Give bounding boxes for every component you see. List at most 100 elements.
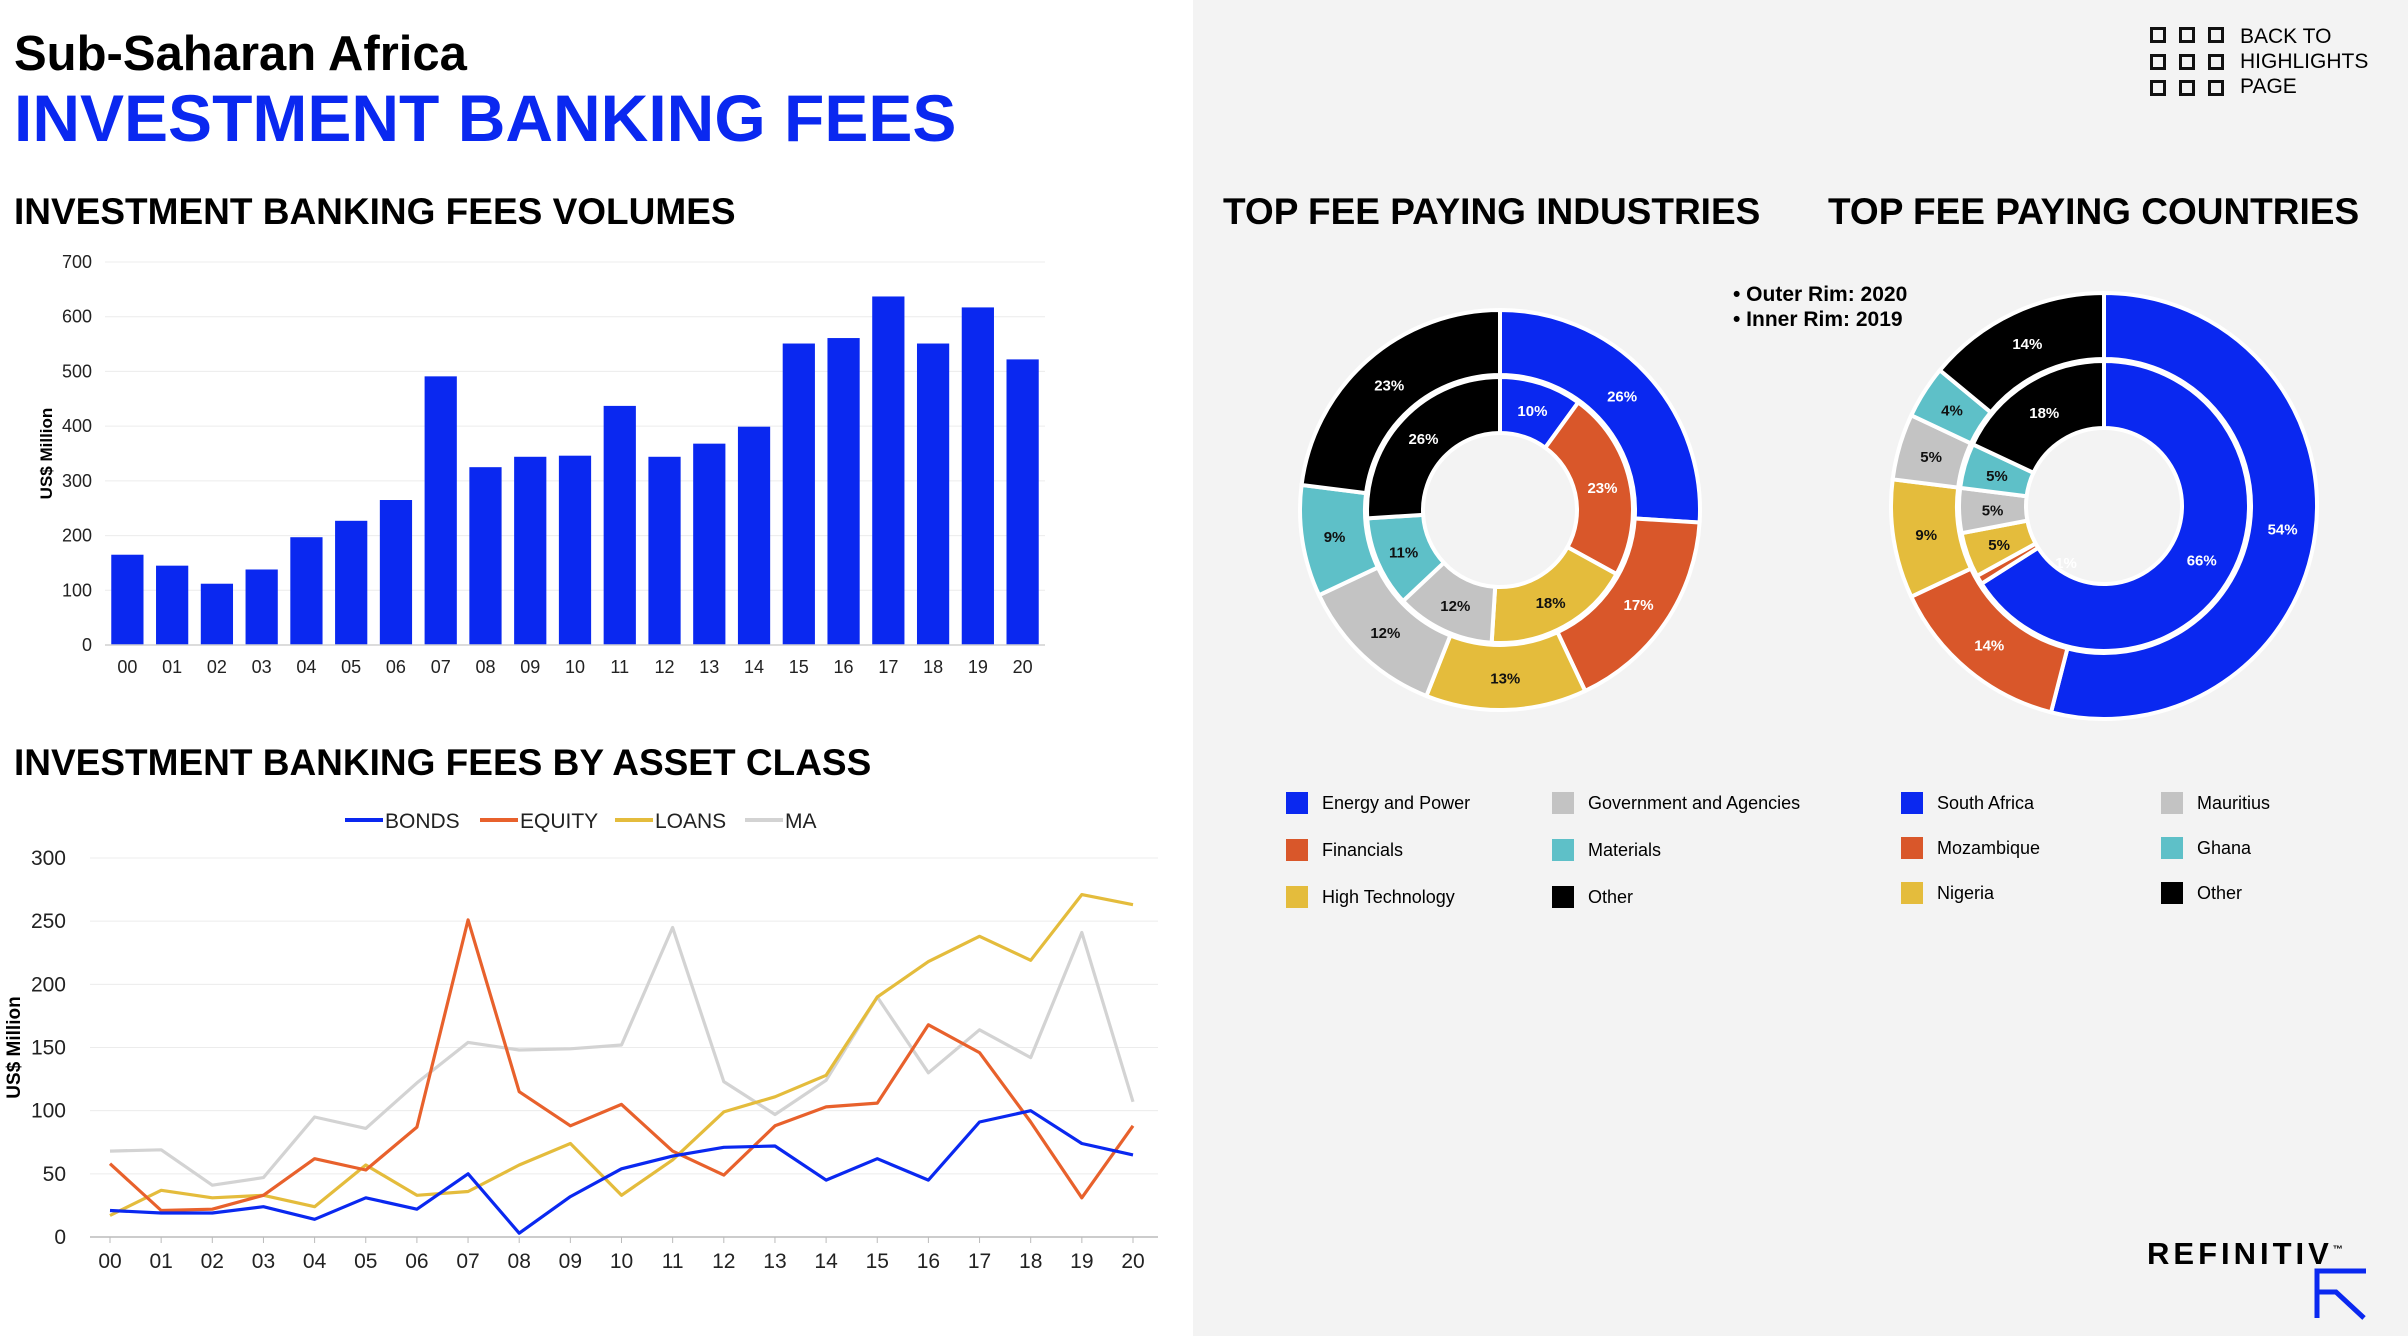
y-tick-label: 0 — [82, 635, 92, 655]
slice-label: 18% — [2029, 405, 2059, 422]
y-tick-label: 300 — [31, 847, 66, 870]
legend-item: South Africa — [1901, 792, 2034, 814]
legend-item: Materials — [1552, 839, 1661, 861]
asset-class-section-title: INVESTMENT BANKING FEES BY ASSET CLASS — [14, 742, 872, 783]
legend-label: South Africa — [1937, 792, 2035, 813]
bar — [916, 343, 950, 645]
legend-item: Ghana — [2161, 837, 2251, 859]
slice-label: 5% — [1986, 468, 2008, 485]
back-to-highlights-button[interactable]: BACK TO HIGHLIGHTS PAGE — [2150, 22, 2390, 112]
series-line-ma — [109, 925, 1135, 1187]
industries-donut-chart: 26% 17% 13% 12% 9% 23% 10% 23% 18% 12% 11% 26% — [1298, 307, 1702, 712]
x-tick-label: 12 — [712, 1250, 735, 1273]
slice-label: 13% — [1490, 670, 1520, 687]
volumes-section-title: INVESTMENT BANKING FEES VOLUMES — [14, 191, 736, 232]
legend-swatch — [2161, 837, 2183, 859]
y-tick-label: 600 — [62, 307, 92, 327]
countries-section-title: TOP FEE PAYING COUNTRIES — [1828, 191, 2360, 232]
x-tick-label: 20 — [1013, 657, 1033, 677]
x-tick-label: 11 — [662, 1250, 684, 1273]
x-tick-label: 05 — [354, 1250, 377, 1273]
x-tick-label: 14 — [744, 657, 764, 677]
x-tick-label: 10 — [610, 1250, 633, 1273]
legend-label: High Technology — [1322, 886, 1455, 907]
legend-label: Financials — [1322, 839, 1404, 860]
x-tick-label: 00 — [117, 657, 137, 677]
legend-swatch — [1901, 837, 1923, 859]
bar — [245, 569, 278, 645]
y-tick-label: 250 — [31, 910, 66, 933]
donut-rim-note: • Outer Rim: 2020 • Inner Rim: 2019 — [1733, 283, 1908, 331]
page-title: INVESTMENT BANKING FEES — [14, 81, 957, 155]
x-tick-label: 02 — [201, 1250, 224, 1273]
legend-swatch — [1901, 882, 1923, 904]
legend-label: Materials — [1588, 839, 1662, 860]
legend-swatch — [1286, 792, 1308, 814]
donut-slice — [1970, 358, 2106, 476]
x-tick-label: 18 — [923, 657, 943, 677]
legend-swatch — [2161, 792, 2183, 814]
legend-label: Ghana — [2197, 837, 2252, 858]
legend-label: EQUITY — [520, 810, 598, 833]
slice-label: 12% — [1370, 625, 1400, 642]
legend-label: Other — [1588, 886, 1634, 907]
series-line-equity — [108, 918, 1135, 1213]
slice-label: 26% — [1408, 431, 1438, 448]
y-tick-label: 100 — [62, 580, 92, 600]
x-tick-label: 17 — [878, 657, 898, 677]
x-tick-label: 19 — [968, 657, 988, 677]
x-tick-label: 03 — [252, 657, 272, 677]
slice-label: 23% — [1374, 377, 1404, 394]
slice-label: 5% — [1920, 449, 1942, 466]
legend-label: Mauritius — [2197, 792, 2271, 813]
y-tick-label: 0 — [54, 1226, 66, 1249]
legend-item: High Technology — [1286, 886, 1455, 908]
y-tick-label: 500 — [62, 361, 92, 381]
donut-slice — [1978, 358, 2251, 653]
legend-swatch — [1286, 839, 1308, 861]
y-tick-label: 400 — [62, 416, 92, 436]
slice-label: 10% — [1517, 403, 1547, 420]
bar — [558, 455, 592, 645]
y-tick-label: 200 — [62, 526, 92, 546]
refinitiv-logo: REFINITIV™ — [2147, 1236, 2343, 1271]
bar — [693, 443, 726, 645]
bar — [200, 583, 234, 645]
refinitiv-mark-icon — [2314, 1268, 2366, 1320]
slice-label: 26% — [1607, 388, 1637, 405]
slice-label: 12% — [1440, 598, 1470, 615]
x-tick-label: 06 — [405, 1250, 428, 1273]
legend-item: Mauritius — [2161, 792, 2270, 814]
bar — [514, 456, 547, 645]
x-tick-label: 13 — [763, 1250, 786, 1273]
slice-label: 66% — [2187, 553, 2217, 570]
bar — [290, 537, 323, 645]
series-line-loans — [109, 892, 1134, 1217]
legend-item: Mozambique — [1901, 837, 2040, 859]
x-tick-label: 10 — [565, 657, 585, 677]
y-axis-label: US$ Million — [37, 408, 56, 500]
legend-swatch — [1552, 839, 1574, 861]
x-tick-label: 04 — [303, 1250, 327, 1273]
y-tick-label: 100 — [31, 1100, 66, 1123]
x-tick-label: 07 — [456, 1250, 479, 1273]
x-tick-label: 08 — [508, 1250, 531, 1273]
bar — [156, 565, 189, 645]
bar — [379, 500, 413, 645]
y-tick-label: 200 — [31, 973, 66, 996]
legend-label: LOANS — [655, 810, 726, 833]
bar — [961, 307, 994, 645]
slice-label: 9% — [1324, 529, 1346, 546]
x-tick-label: 14 — [814, 1250, 838, 1273]
legend-item: Other — [2161, 882, 2242, 904]
legend-item: Government and Agencies — [1552, 792, 1800, 814]
x-tick-label: 08 — [475, 657, 495, 677]
slice-label: 11% — [1389, 545, 1418, 562]
slice-label: 9% — [1915, 527, 1937, 544]
bar — [782, 343, 815, 645]
bar — [1006, 359, 1039, 645]
back-button-label: BACK TO HIGHLIGHTS PAGE — [2240, 25, 2369, 98]
x-tick-label: 19 — [1070, 1250, 1093, 1273]
bar — [648, 456, 681, 645]
